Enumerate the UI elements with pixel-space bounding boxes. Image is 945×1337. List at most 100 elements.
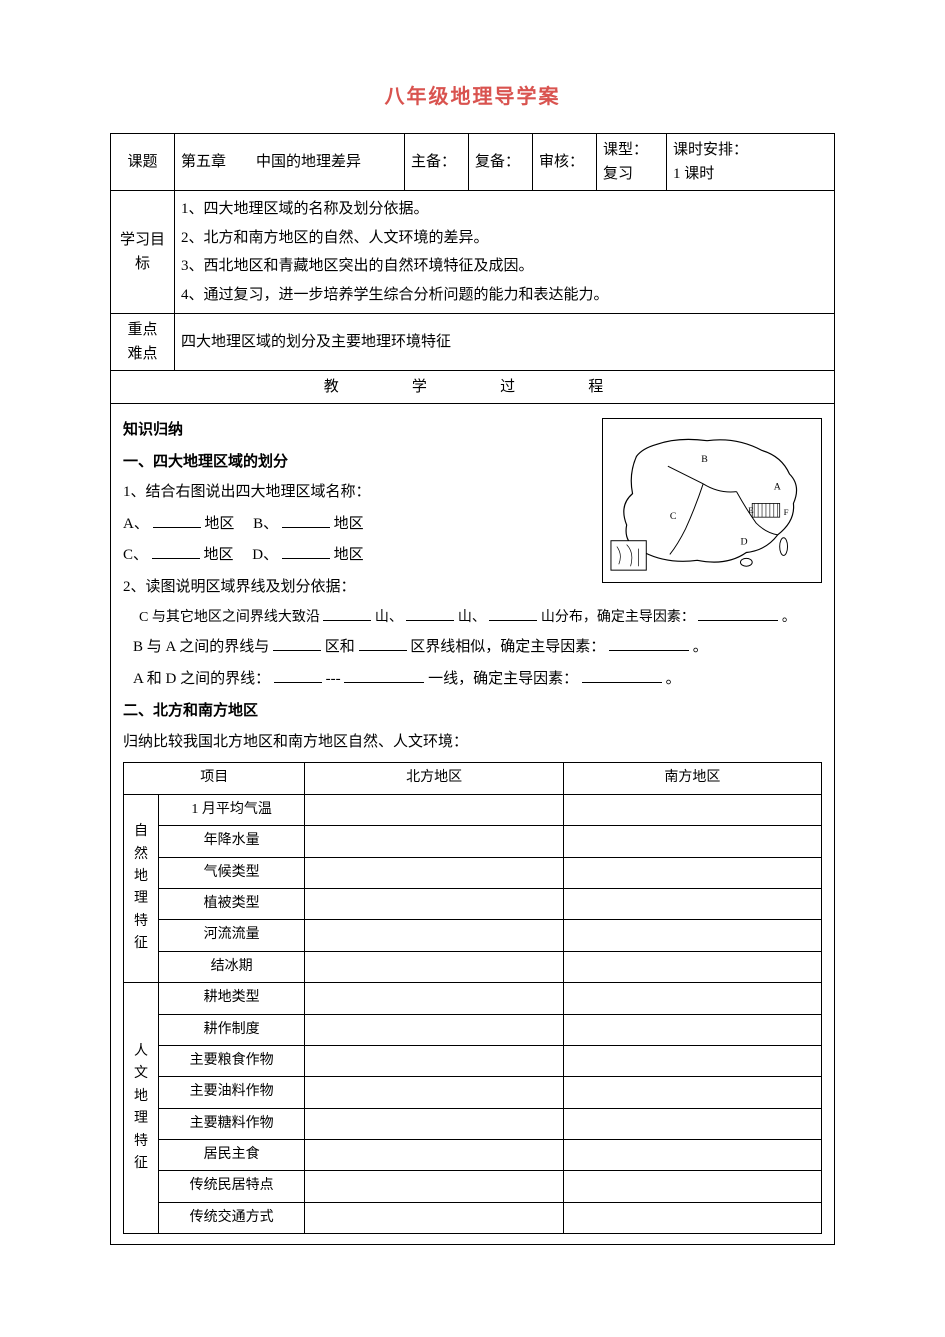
table-row: 自然地理特征 1 月平均气温 bbox=[124, 794, 822, 825]
table-row: 传统民居特点 bbox=[124, 1171, 822, 1202]
blank[interactable] bbox=[406, 607, 454, 621]
cell-blank[interactable] bbox=[305, 1202, 563, 1233]
cell-blank[interactable] bbox=[305, 1140, 563, 1171]
cell-blank[interactable] bbox=[305, 1014, 563, 1045]
row-label: 传统交通方式 bbox=[158, 1202, 305, 1233]
china-outline bbox=[624, 439, 797, 562]
text: 山、 bbox=[375, 610, 403, 625]
cell-blank[interactable] bbox=[563, 1045, 821, 1076]
cell-blank[interactable] bbox=[563, 857, 821, 888]
goals-label-line1: 学习目 bbox=[120, 231, 165, 248]
goals-cell: 1、四大地理区域的名称及划分依据。 2、北方和南方地区的自然、人文环境的差异。 … bbox=[175, 191, 835, 314]
page-title: 八年级地理导学案 bbox=[110, 80, 835, 109]
table-row: 河流流量 bbox=[124, 920, 822, 951]
cell-blank[interactable] bbox=[305, 1077, 563, 1108]
hours: 课时安排： 1 课时 bbox=[667, 134, 835, 191]
col-south: 南方地区 bbox=[563, 763, 821, 794]
cell-blank[interactable] bbox=[563, 1108, 821, 1139]
taiwan-island bbox=[780, 538, 788, 556]
main-prep: 主备： bbox=[405, 134, 469, 191]
cell-blank[interactable] bbox=[563, 951, 821, 982]
cell-blank[interactable] bbox=[305, 1045, 563, 1076]
text: C 与其它地区之间界线大致沿 bbox=[139, 610, 320, 625]
compare-table: 项目 北方地区 南方地区 自然地理特征 1 月平均气温 年降水量 气候类型 植被… bbox=[123, 762, 822, 1234]
goals-label: 学习目 标 bbox=[111, 191, 175, 314]
cell-blank[interactable] bbox=[305, 794, 563, 825]
row-label: 居民主食 bbox=[158, 1140, 305, 1171]
goal-item: 4、通过复习，进一步培养学生综合分析问题的能力和表达能力。 bbox=[181, 281, 828, 310]
map-label-e: E bbox=[748, 505, 753, 515]
kd-line2: 难点 bbox=[127, 345, 157, 362]
key-difficulty-text: 四大地理区域的划分及主要地理环境特征 bbox=[175, 314, 835, 371]
cell-blank[interactable] bbox=[563, 1202, 821, 1233]
china-regions-map: B A C D E F bbox=[602, 418, 822, 583]
cell-blank[interactable] bbox=[563, 920, 821, 951]
text: A 和 D 之间的界线： bbox=[133, 671, 270, 687]
header-row: 课题 第五章 中国的地理差异 主备： 复备： 审核： 课型： 复习 课时安排： … bbox=[111, 134, 835, 191]
cat-natural: 自然地理特征 bbox=[124, 794, 159, 982]
blank[interactable] bbox=[344, 668, 424, 683]
table-row: 结冰期 bbox=[124, 951, 822, 982]
cell-blank[interactable] bbox=[563, 1014, 821, 1045]
cell-blank[interactable] bbox=[563, 1077, 821, 1108]
table-row: 主要糖料作物 bbox=[124, 1108, 822, 1139]
section2-title: 二、北方和南方地区 bbox=[123, 695, 822, 727]
row-label: 河流流量 bbox=[158, 920, 305, 951]
inset-box bbox=[611, 541, 646, 570]
cell-blank[interactable] bbox=[563, 794, 821, 825]
label-b: B、 bbox=[253, 516, 278, 532]
cell-blank[interactable] bbox=[305, 983, 563, 1014]
blank[interactable] bbox=[274, 668, 322, 683]
text: 山分布，确定主导因素： bbox=[541, 610, 695, 625]
text: B 与 A 之间的界线与 bbox=[133, 639, 269, 655]
map-label-d: D bbox=[740, 537, 747, 548]
blank[interactable] bbox=[152, 544, 200, 559]
blank[interactable] bbox=[273, 636, 321, 651]
cell-blank[interactable] bbox=[563, 983, 821, 1014]
col-project: 项目 bbox=[124, 763, 305, 794]
table-row: 气候类型 bbox=[124, 857, 822, 888]
table-row: 传统交通方式 bbox=[124, 1202, 822, 1233]
blank[interactable] bbox=[582, 668, 662, 683]
cell-blank[interactable] bbox=[305, 888, 563, 919]
cell-blank[interactable] bbox=[305, 1108, 563, 1139]
cell-blank[interactable] bbox=[305, 857, 563, 888]
region-text: 地区 bbox=[204, 547, 234, 563]
blank[interactable] bbox=[323, 607, 371, 621]
cell-blank[interactable] bbox=[563, 1140, 821, 1171]
goals-row: 学习目 标 1、四大地理区域的名称及划分依据。 2、北方和南方地区的自然、人文环… bbox=[111, 191, 835, 314]
goal-item: 3、西北地区和青藏地区突出的自然环境特征及成因。 bbox=[181, 252, 828, 281]
blank[interactable] bbox=[359, 636, 407, 651]
kd-line1: 重点 bbox=[127, 321, 157, 338]
label-c: C、 bbox=[123, 547, 148, 563]
text: 区界线相似，确定主导因素： bbox=[410, 639, 605, 655]
cell-blank[interactable] bbox=[563, 1171, 821, 1202]
label-d: D、 bbox=[252, 547, 278, 563]
row-label: 主要油料作物 bbox=[158, 1077, 305, 1108]
table-row: 年降水量 bbox=[124, 826, 822, 857]
row-label: 年降水量 bbox=[158, 826, 305, 857]
blank[interactable] bbox=[282, 544, 330, 559]
class-type: 课型： 复习 bbox=[597, 134, 667, 191]
row-label: 传统民居特点 bbox=[158, 1171, 305, 1202]
cell-blank[interactable] bbox=[563, 888, 821, 919]
row-label: 结冰期 bbox=[158, 951, 305, 982]
cell-blank[interactable] bbox=[305, 826, 563, 857]
cell-blank[interactable] bbox=[305, 920, 563, 951]
key-difficulty-row: 重点 难点 四大地理区域的划分及主要地理环境特征 bbox=[111, 314, 835, 371]
blank[interactable] bbox=[489, 607, 537, 621]
content-row: B A C D E F 知识归纳 一、四大地理区域的划分 1、结合右图说出四大地… bbox=[111, 404, 835, 1245]
cell-blank[interactable] bbox=[563, 826, 821, 857]
s1-line-b: B 与 A 之间的界线与 区和 区界线相似，确定主导因素： 。 bbox=[123, 632, 822, 664]
process-header-row: 教 学 过 程 bbox=[111, 371, 835, 404]
map-label-f: F bbox=[784, 507, 789, 517]
region-text: 地区 bbox=[204, 516, 234, 532]
cell-blank[interactable] bbox=[305, 1171, 563, 1202]
blank[interactable] bbox=[698, 607, 778, 621]
blank[interactable] bbox=[609, 636, 689, 651]
blank[interactable] bbox=[282, 513, 330, 528]
blank[interactable] bbox=[153, 513, 201, 528]
row-label: 气候类型 bbox=[158, 857, 305, 888]
class-type-label: 课型： bbox=[603, 142, 648, 158]
cell-blank[interactable] bbox=[305, 951, 563, 982]
